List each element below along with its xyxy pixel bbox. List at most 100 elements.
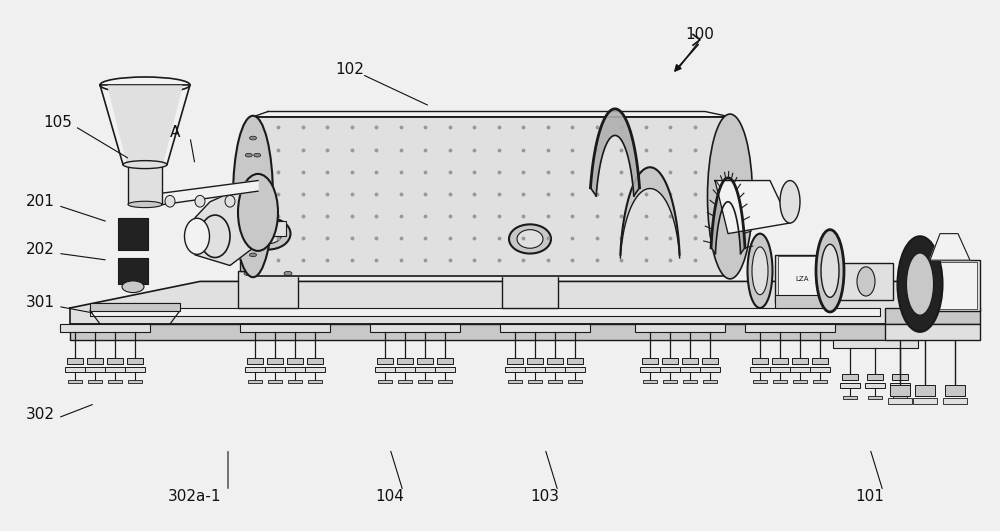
Bar xyxy=(752,358,768,364)
Bar xyxy=(775,295,835,308)
Bar xyxy=(378,380,392,383)
Bar xyxy=(307,358,323,364)
Bar xyxy=(750,367,770,372)
Bar xyxy=(505,367,525,372)
Ellipse shape xyxy=(821,244,839,297)
Bar xyxy=(790,367,810,372)
Bar xyxy=(840,383,860,388)
Bar xyxy=(913,398,937,404)
Bar xyxy=(118,218,148,250)
Bar xyxy=(267,358,283,364)
Bar xyxy=(107,358,123,364)
Bar xyxy=(65,367,85,372)
Ellipse shape xyxy=(517,229,543,249)
Ellipse shape xyxy=(857,267,875,296)
Bar xyxy=(640,367,660,372)
Bar xyxy=(308,380,322,383)
Bar xyxy=(415,367,435,372)
Bar xyxy=(865,383,885,388)
Ellipse shape xyxy=(254,224,282,244)
Bar xyxy=(642,358,658,364)
Bar xyxy=(85,367,105,372)
Bar xyxy=(813,380,827,383)
Bar xyxy=(548,380,562,383)
Polygon shape xyxy=(930,234,970,260)
Bar xyxy=(60,324,150,332)
Ellipse shape xyxy=(509,224,551,254)
Bar xyxy=(753,380,767,383)
Polygon shape xyxy=(590,109,640,196)
Text: 301: 301 xyxy=(26,295,54,310)
Bar xyxy=(68,380,82,383)
Bar xyxy=(890,383,910,388)
Bar xyxy=(375,367,395,372)
Ellipse shape xyxy=(100,77,190,93)
Text: 100: 100 xyxy=(686,27,714,42)
Bar xyxy=(683,380,697,383)
Bar xyxy=(438,380,452,383)
Bar xyxy=(778,256,827,301)
Bar xyxy=(305,367,325,372)
Ellipse shape xyxy=(256,194,262,198)
Polygon shape xyxy=(90,308,880,316)
Ellipse shape xyxy=(233,116,273,277)
Bar xyxy=(125,367,145,372)
Bar xyxy=(702,358,718,364)
Bar xyxy=(643,380,657,383)
Bar xyxy=(703,380,717,383)
Bar xyxy=(285,367,305,372)
Bar xyxy=(128,380,142,383)
Bar xyxy=(508,380,522,383)
Bar xyxy=(527,358,543,364)
Polygon shape xyxy=(70,281,920,324)
Ellipse shape xyxy=(254,153,261,157)
Ellipse shape xyxy=(898,236,942,332)
Bar xyxy=(888,398,912,404)
Bar xyxy=(525,367,545,372)
Bar xyxy=(842,374,858,380)
Text: 201: 201 xyxy=(26,194,54,209)
Bar xyxy=(435,367,455,372)
Bar xyxy=(943,398,967,404)
Polygon shape xyxy=(620,167,680,258)
Text: 1: 1 xyxy=(265,225,271,233)
Text: A: A xyxy=(170,125,180,140)
Bar xyxy=(288,380,302,383)
Bar xyxy=(268,380,282,383)
Bar xyxy=(662,358,678,364)
Polygon shape xyxy=(715,181,790,234)
Bar xyxy=(680,367,700,372)
Text: 105: 105 xyxy=(44,115,72,130)
Bar xyxy=(565,367,585,372)
Bar xyxy=(843,396,857,399)
Bar xyxy=(247,358,263,364)
Bar xyxy=(545,367,565,372)
Text: 302a-1: 302a-1 xyxy=(168,489,222,504)
Text: LZA: LZA xyxy=(795,276,809,282)
Ellipse shape xyxy=(780,181,800,223)
Ellipse shape xyxy=(238,174,278,251)
Text: 101: 101 xyxy=(856,489,884,504)
Bar xyxy=(240,324,330,332)
Bar xyxy=(812,358,828,364)
Bar xyxy=(287,358,303,364)
Text: 302: 302 xyxy=(26,407,54,422)
Ellipse shape xyxy=(254,236,261,239)
Bar xyxy=(118,258,148,284)
Bar xyxy=(245,367,265,372)
Ellipse shape xyxy=(250,253,256,257)
Bar xyxy=(507,358,523,364)
Bar xyxy=(773,380,787,383)
Bar xyxy=(87,358,103,364)
Bar xyxy=(547,358,563,364)
Bar xyxy=(885,324,980,340)
Bar xyxy=(568,380,582,383)
Bar xyxy=(682,358,698,364)
Bar xyxy=(127,358,143,364)
Polygon shape xyxy=(145,181,258,207)
Ellipse shape xyxy=(128,201,162,208)
Text: 103: 103 xyxy=(530,489,560,504)
Ellipse shape xyxy=(284,271,292,276)
Bar xyxy=(868,396,882,399)
Ellipse shape xyxy=(225,195,235,207)
